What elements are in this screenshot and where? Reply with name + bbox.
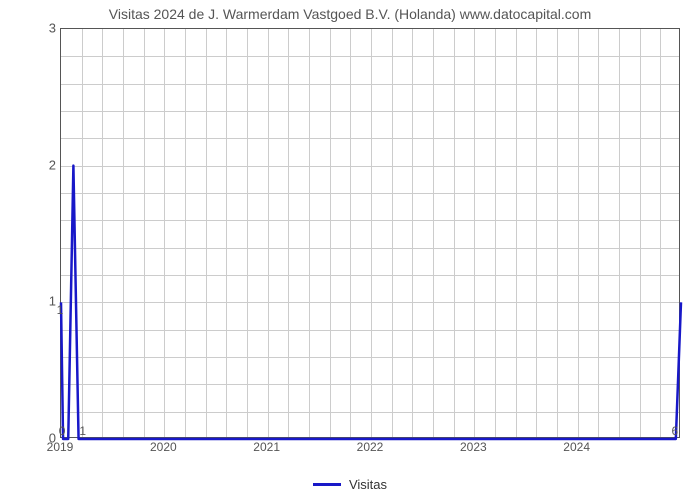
data-point-label: 1	[79, 424, 86, 438]
chart-title: Visitas 2024 de J. Warmerdam Vastgoed B.…	[0, 6, 700, 22]
plot-area	[60, 28, 680, 438]
data-point-label: 1	[57, 303, 64, 317]
x-tick-label: 2023	[460, 440, 487, 454]
legend-label: Visitas	[349, 477, 387, 492]
data-point-label: 6	[671, 424, 678, 438]
legend-swatch	[313, 483, 341, 486]
line-series	[61, 29, 681, 439]
legend: Visitas	[0, 477, 700, 492]
x-tick-label: 2020	[150, 440, 177, 454]
y-tick-label: 1	[42, 294, 56, 309]
y-tick-label: 2	[42, 157, 56, 172]
x-tick-label: 2024	[563, 440, 590, 454]
x-tick-label: 2022	[357, 440, 384, 454]
y-tick-label: 3	[42, 21, 56, 36]
x-tick-label: 2021	[253, 440, 280, 454]
x-tick-label: 2019	[47, 440, 74, 454]
data-point-label: 0	[59, 424, 66, 438]
